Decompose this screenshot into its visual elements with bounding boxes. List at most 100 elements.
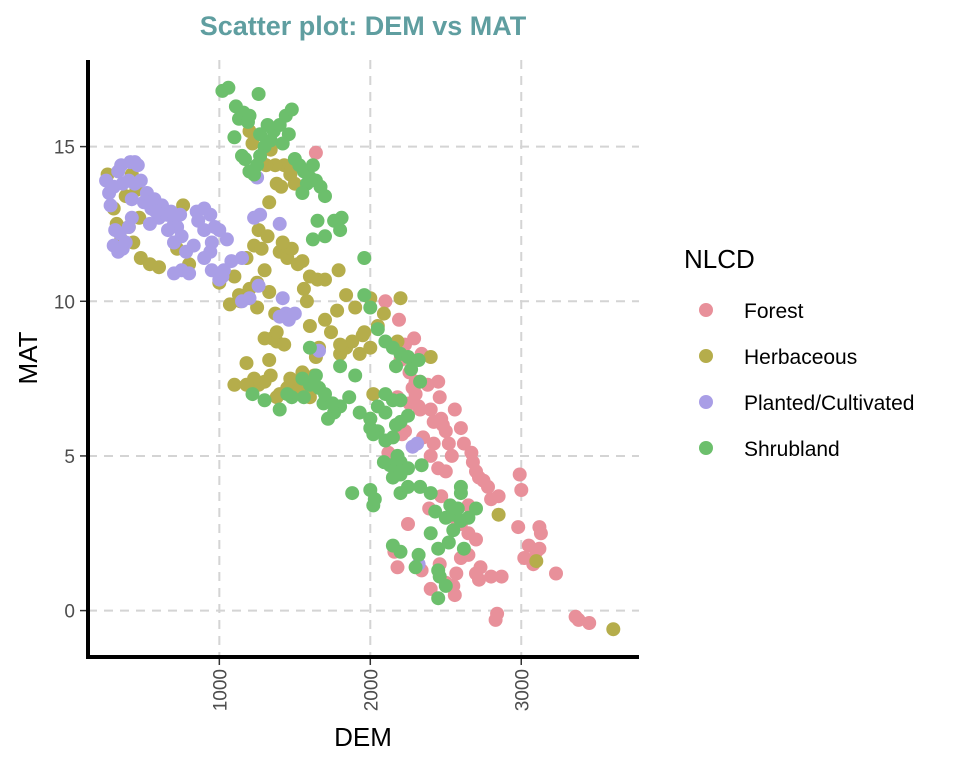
point-shrubland	[428, 504, 443, 519]
point-planted-cultivated	[148, 204, 163, 219]
point-shrubland	[245, 387, 260, 402]
point-planted-cultivated	[251, 278, 266, 293]
point-forest	[426, 436, 441, 451]
y-tick-label: 5	[64, 447, 75, 468]
point-shrubland	[235, 148, 249, 163]
point-forest	[431, 374, 446, 389]
point-forest	[438, 424, 453, 439]
point-herbaceous	[290, 257, 305, 272]
point-herbaceous	[245, 136, 260, 151]
point-shrubland	[438, 578, 453, 593]
point-forest	[532, 520, 547, 535]
point-shrubland	[378, 433, 393, 448]
point-shrubland	[302, 340, 317, 355]
point-herbaceous	[366, 387, 381, 402]
point-forest	[517, 551, 532, 565]
point-forest	[431, 461, 446, 476]
point-shrubland	[272, 402, 287, 417]
point-herbaceous	[260, 229, 275, 244]
point-planted-cultivated	[204, 263, 219, 278]
point-forest	[423, 402, 438, 417]
point-herbaceous	[333, 337, 348, 352]
point-forest	[512, 467, 527, 482]
point-shrubland	[280, 387, 295, 402]
point-shrubland	[393, 464, 408, 479]
point-shrubland	[318, 229, 332, 244]
point-forest	[481, 479, 495, 494]
point-shrubland	[227, 130, 242, 145]
point-planted-cultivated	[216, 263, 231, 278]
point-planted-cultivated	[103, 198, 118, 213]
point-forest	[434, 489, 449, 504]
point-herbaceous	[376, 306, 391, 321]
point-forest	[407, 331, 422, 346]
point-planted-cultivated	[167, 266, 181, 281]
x-tick-label: 2000	[361, 669, 382, 711]
point-herbaceous	[331, 263, 346, 278]
point-herbaceous	[269, 390, 284, 405]
point-planted-cultivated	[133, 173, 148, 188]
point-shrubland	[413, 374, 428, 389]
point-shrubland	[431, 541, 446, 556]
point-shrubland	[310, 213, 325, 228]
point-herbaceous	[296, 281, 311, 296]
point-herbaceous	[257, 263, 272, 278]
point-shrubland	[334, 210, 349, 225]
point-forest	[432, 390, 447, 405]
point-forest	[449, 566, 464, 581]
point-shrubland	[453, 479, 468, 494]
legend: NLCD Forest Herbaceous Planted/Cultivated S…	[684, 244, 914, 461]
point-planted-cultivated	[142, 216, 157, 231]
point-herbaceous	[254, 241, 269, 256]
point-forest	[511, 520, 526, 535]
point-shrubland	[408, 560, 423, 575]
y-tick-label: 15	[54, 138, 75, 159]
point-forest	[490, 606, 505, 621]
point-shrubland	[367, 492, 382, 507]
point-planted-cultivated	[124, 192, 139, 207]
point-shrubland	[357, 251, 372, 265]
point-forest	[447, 402, 462, 417]
point-planted-cultivated	[173, 207, 188, 222]
point-forest	[423, 448, 438, 463]
point-shrubland	[446, 523, 461, 538]
legend-label-forest: Forest	[744, 300, 804, 323]
point-forest	[441, 436, 456, 451]
point-herbaceous	[250, 300, 265, 315]
point-shrubland	[450, 501, 465, 516]
point-shrubland	[423, 526, 438, 541]
point-shrubland	[345, 486, 360, 501]
point-planted-cultivated	[182, 266, 197, 281]
point-herbaceous	[257, 331, 272, 346]
point-shrubland	[348, 368, 363, 383]
point-herbaceous	[529, 554, 544, 569]
legend-key-shrubland	[699, 441, 713, 455]
point-herbaceous	[299, 294, 314, 309]
data-points	[99, 80, 621, 637]
point-shrubland	[414, 458, 429, 473]
point-forest	[549, 566, 563, 581]
point-forest	[453, 421, 468, 436]
point-forest	[469, 532, 483, 547]
point-shrubland	[251, 87, 266, 101]
point-shrubland	[376, 455, 391, 470]
point-shrubland	[295, 371, 310, 386]
y-axis-title: MAT	[13, 331, 43, 384]
point-forest	[472, 572, 486, 587]
point-herbaceous	[318, 312, 332, 327]
point-planted-cultivated	[410, 436, 425, 451]
point-planted-cultivated	[174, 229, 189, 244]
point-forest	[308, 145, 323, 160]
point-herbaceous	[302, 319, 317, 333]
point-forest	[447, 588, 462, 603]
legend-label-shrubland: Shrubland	[744, 438, 840, 461]
point-planted-cultivated	[115, 176, 130, 191]
point-shrubland	[411, 353, 426, 367]
point-shrubland	[333, 223, 348, 238]
y-tick-label: 10	[54, 292, 75, 313]
point-planted-cultivated	[219, 232, 234, 247]
point-forest	[465, 455, 480, 470]
legend-key-herbaceous	[699, 349, 713, 363]
point-planted-cultivated	[235, 251, 249, 265]
